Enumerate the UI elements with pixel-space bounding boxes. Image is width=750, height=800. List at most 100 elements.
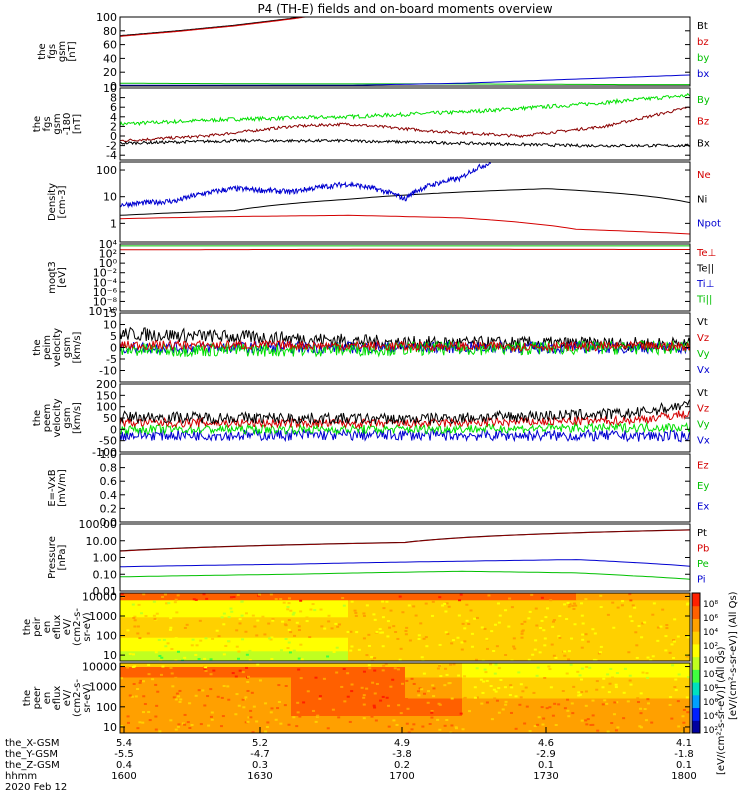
- heat-speckle: [628, 593, 632, 596]
- series-Te: [120, 248, 690, 251]
- heat-speckle: [210, 711, 214, 714]
- heat-speckle: [381, 669, 385, 672]
- heat-speckle: [204, 669, 208, 672]
- heat-speckle: [686, 603, 690, 606]
- heat-speckle: [250, 691, 254, 694]
- heat-speckle: [537, 716, 541, 719]
- heat-speckle: [269, 638, 273, 641]
- heat-speckle: [610, 676, 614, 679]
- heat-speckle: [179, 698, 183, 701]
- heat-speckle: [547, 665, 551, 668]
- legend-entry: Vt: [697, 388, 708, 399]
- plot-area-moqt3: [120, 245, 690, 251]
- colorbar-tick-label: 10²: [703, 726, 718, 736]
- plot-area-fgs-gsm-zoom: [120, 92, 690, 148]
- heat-speckle: [326, 727, 330, 730]
- heat-speckle: [306, 690, 310, 693]
- heat-speckle: [197, 658, 201, 661]
- heat-speckle: [574, 604, 578, 607]
- heat-speckle: [297, 657, 301, 660]
- heat-speckle: [365, 687, 369, 690]
- heat-speckle: [572, 685, 576, 688]
- panel-frame: [119, 161, 691, 243]
- heat-speckle: [279, 649, 283, 652]
- heat-speckle: [277, 700, 281, 703]
- heat-speckle: [450, 724, 454, 727]
- panel-frame: [119, 453, 691, 523]
- heat-speckle: [337, 716, 341, 719]
- heat-speckle: [465, 603, 469, 606]
- heat-speckle: [297, 629, 301, 632]
- x-axis-value: 0.4: [116, 760, 132, 771]
- legend-entry: Bz: [697, 117, 709, 128]
- heat-cell: [462, 677, 690, 699]
- heat-speckle: [646, 676, 650, 679]
- heat-speckle: [342, 667, 346, 670]
- heat-speckle: [199, 639, 203, 642]
- heat-speckle: [539, 627, 543, 630]
- series-By: [120, 92, 690, 127]
- heat-speckle: [591, 628, 595, 631]
- heat-speckle: [308, 636, 312, 639]
- plot-area-peim-velocity: [120, 326, 690, 358]
- heat-speckle: [190, 644, 194, 647]
- heat-speckle: [669, 696, 673, 699]
- heat-speckle: [457, 674, 461, 677]
- heat-speckle: [283, 704, 287, 707]
- heat-speckle: [615, 701, 619, 704]
- heat-speckle: [520, 623, 524, 626]
- heat-speckle: [686, 676, 690, 679]
- heat-speckle: [300, 658, 304, 661]
- heat-speckle: [503, 686, 507, 689]
- heat-speckle: [190, 724, 194, 727]
- heat-speckle: [132, 653, 136, 656]
- heat-speckle: [284, 684, 288, 687]
- heat-speckle: [227, 698, 231, 701]
- heat-speckle: [463, 640, 467, 643]
- x-axis-value: -4.7: [250, 749, 270, 760]
- heat-speckle: [676, 635, 680, 638]
- heat-speckle: [611, 601, 615, 604]
- heat-speckle: [167, 602, 171, 605]
- heat-speckle: [138, 721, 142, 724]
- heat-speckle: [507, 625, 511, 628]
- heat-speckle: [585, 665, 589, 668]
- heat-speckle: [416, 690, 420, 693]
- heat-speckle: [677, 673, 681, 676]
- heat-speckle: [525, 705, 529, 708]
- y-tick-label: 60: [103, 39, 117, 52]
- heat-speckle: [431, 684, 435, 687]
- heat-speckle: [686, 636, 690, 639]
- heat-speckle: [234, 675, 238, 678]
- heat-speckle: [438, 596, 442, 599]
- heat-speckle: [381, 645, 385, 648]
- heat-speckle: [634, 631, 638, 634]
- heat-speckle: [313, 609, 317, 612]
- heat-speckle: [614, 686, 618, 689]
- heat-speckle: [169, 626, 173, 629]
- heat-speckle: [287, 602, 291, 605]
- y-tick-label: 0: [110, 342, 117, 355]
- heat-speckle: [367, 633, 371, 636]
- plot-area-peer-eflux: [120, 663, 690, 733]
- heat-speckle: [493, 672, 497, 675]
- heat-speckle: [222, 623, 226, 626]
- y-tick-label: 1.0: [100, 448, 118, 461]
- heat-speckle: [152, 600, 156, 603]
- heat-speckle: [386, 620, 390, 623]
- heat-speckle: [137, 603, 141, 606]
- heat-speckle: [421, 659, 425, 661]
- heat-speckle: [291, 613, 295, 616]
- heat-speckle: [299, 677, 303, 680]
- legend-entry: bz: [697, 37, 709, 48]
- heat-speckle: [528, 610, 532, 613]
- heat-speckle: [338, 623, 342, 626]
- heat-speckle: [173, 601, 177, 604]
- heat-speckle: [185, 623, 189, 626]
- y-tick-label: 10²: [99, 248, 117, 261]
- x-axis-value: 1600: [111, 771, 136, 782]
- colorbar-swatch: [692, 656, 700, 670]
- heat-speckle: [136, 625, 140, 628]
- heat-speckle: [360, 686, 364, 689]
- heat-speckle: [138, 637, 142, 640]
